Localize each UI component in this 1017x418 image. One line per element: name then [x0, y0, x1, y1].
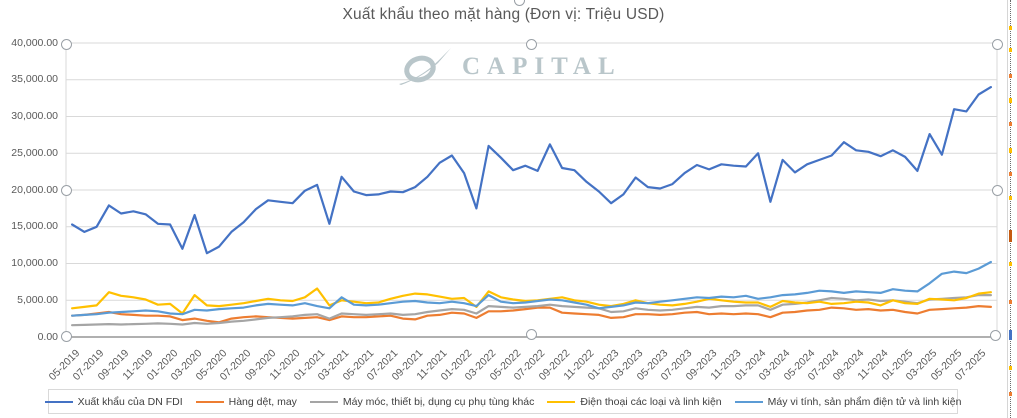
sliver-color-mark	[1009, 196, 1012, 200]
sliver-color-mark	[1009, 392, 1012, 396]
y-axis-tick-label: 20,000.00	[11, 183, 58, 196]
sliver-color-mark	[1009, 26, 1012, 30]
sliver-color-mark	[1009, 172, 1012, 176]
sliver-color-mark	[1009, 148, 1012, 153]
legend-label: Máy móc, thiết bị, dụng cụ phụ tùng khác	[342, 395, 535, 408]
legend-line-swatch	[309, 400, 338, 403]
legend-item[interactable]: Máy vi tính, sản phẩm điện tử và linh ki…	[734, 395, 962, 408]
legend-label: Máy vi tính, sản phẩm điện tử và linh ki…	[767, 395, 962, 408]
y-axis-tick-label: 25,000.00	[11, 146, 58, 159]
dashed-edge-line	[1010, 0, 1011, 418]
selection-handle[interactable]	[60, 38, 72, 50]
sliver-color-mark	[1009, 122, 1012, 126]
selection-handle[interactable]	[60, 184, 72, 196]
sliver-color-mark	[1009, 300, 1012, 304]
chart-title[interactable]: Xuất khẩu theo mặt hàng (Đơn vị: Triệu U…	[342, 6, 665, 23]
sliver-color-mark	[1009, 366, 1012, 370]
selection-handle[interactable]	[991, 184, 1003, 196]
sliver-color-mark	[1009, 330, 1012, 340]
y-axis-tick-label: 15,000.00	[11, 220, 58, 233]
legend-item[interactable]: Điện thoại các loại và linh kiện	[547, 395, 722, 408]
sliver-color-mark	[1009, 98, 1012, 103]
selection-handle[interactable]	[525, 38, 537, 50]
adjacent-window-sliver	[1007, 0, 1017, 418]
selection-handle[interactable]	[991, 38, 1003, 50]
chart-legend[interactable]: Xuất khẩu của DN FDI Hàng dệt, may Máy móc…	[44, 389, 961, 414]
sliver-color-mark	[1009, 74, 1012, 78]
selection-handle[interactable]	[513, 0, 525, 6]
y-axis-tick-label: 30,000.00	[11, 110, 58, 122]
legend-line-swatch	[734, 400, 763, 403]
legend-label: Xuất khẩu của DN FDI	[77, 395, 183, 408]
series-line-3[interactable]	[70, 294, 993, 327]
y-axis-tick-label: 0.00	[37, 330, 58, 343]
selection-handle[interactable]	[60, 330, 72, 342]
y-axis-tick-label: 10,000.00	[11, 257, 58, 269]
series-line-1[interactable]	[70, 85, 993, 255]
selection-handle[interactable]	[525, 328, 537, 340]
y-axis-tick-label: 35,000.00	[11, 73, 58, 86]
legend-item[interactable]: Hàng dệt, may	[195, 395, 297, 408]
legend-label: Điện thoại các loại và linh kiện	[580, 395, 722, 408]
series-line-2[interactable]	[70, 305, 993, 324]
y-axis-tick-label: 40,000.00	[11, 36, 58, 49]
legend-line-swatch	[44, 400, 73, 403]
legend-item[interactable]: Xuất khẩu của DN FDI	[44, 395, 183, 408]
selection-handle[interactable]	[989, 329, 1001, 341]
y-axis-tick-label: 5,000.00	[17, 293, 58, 306]
sliver-color-mark	[1009, 48, 1012, 52]
legend-item[interactable]: Máy móc, thiết bị, dụng cụ phụ tùng khác	[309, 395, 535, 408]
legend-line-swatch	[195, 400, 224, 403]
sliver-color-mark	[1009, 230, 1012, 242]
legend-line-swatch	[547, 400, 576, 403]
series-line-5[interactable]	[70, 260, 993, 317]
sliver-color-mark	[1009, 262, 1012, 266]
legend-label: Hàng dệt, may	[228, 395, 297, 408]
